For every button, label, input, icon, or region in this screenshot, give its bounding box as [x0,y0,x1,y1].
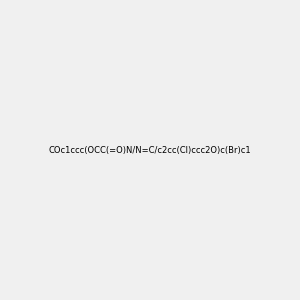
Text: COc1ccc(OCC(=O)N/N=C/c2cc(Cl)ccc2O)c(Br)c1: COc1ccc(OCC(=O)N/N=C/c2cc(Cl)ccc2O)c(Br)… [49,146,251,154]
